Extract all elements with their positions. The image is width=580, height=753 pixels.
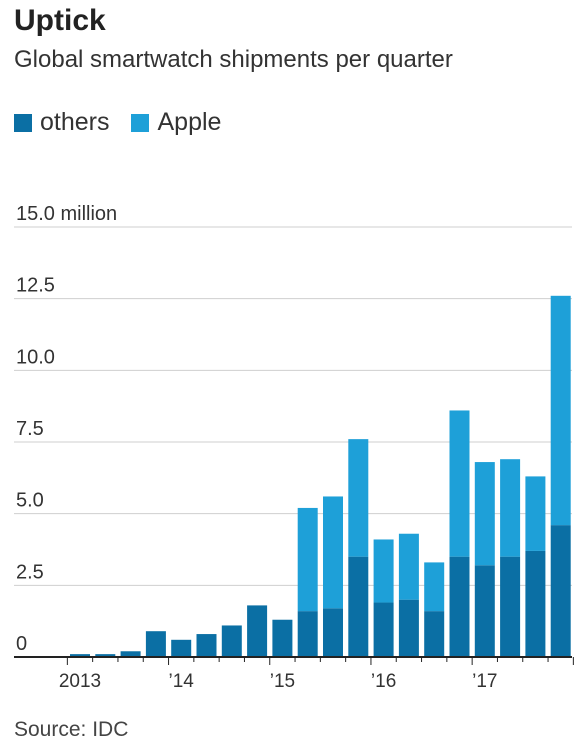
x-tick-label: ’16 xyxy=(371,671,396,692)
bar-others xyxy=(95,654,116,657)
legend-label-others: others xyxy=(40,108,110,136)
bar-others xyxy=(424,611,445,657)
x-tick-label: ’15 xyxy=(270,671,295,692)
bar-others xyxy=(373,602,394,657)
bar-apple xyxy=(424,562,445,612)
legend-item-others: others xyxy=(14,108,109,137)
chart-title: Uptick xyxy=(14,4,106,37)
legend: others Apple xyxy=(14,108,243,137)
y-tick-label: 0 xyxy=(16,633,27,655)
legend-label-apple: Apple xyxy=(157,108,222,136)
bar-others xyxy=(297,611,318,657)
bar-others xyxy=(272,619,293,657)
bar-others xyxy=(145,631,166,657)
bar-apple xyxy=(449,410,470,557)
bar-apple xyxy=(348,439,369,557)
legend-item-apple: Apple xyxy=(131,108,221,137)
bar-apple xyxy=(550,295,571,526)
bar-apple xyxy=(525,476,546,551)
y-tick-label: 12.5 xyxy=(16,275,55,297)
bar-others xyxy=(323,608,343,657)
y-tick-label: 2.5 xyxy=(16,561,44,583)
bar-others xyxy=(550,525,571,657)
chart-subtitle: Global smartwatch shipments per quarter xyxy=(14,46,453,73)
y-tick-label: 5.0 xyxy=(16,490,44,512)
bar-others xyxy=(474,565,495,657)
bar-others xyxy=(525,550,546,657)
y-tick-label: 10.0 xyxy=(16,346,55,368)
bar-others xyxy=(196,634,217,657)
x-tick-label: 2013 xyxy=(59,671,101,692)
x-tick-label: ’17 xyxy=(472,671,497,692)
bar-others xyxy=(171,639,192,657)
bar-others xyxy=(348,556,369,657)
source-note: Source: IDC xyxy=(14,718,129,741)
bar-apple xyxy=(373,539,394,603)
bar-apple xyxy=(474,462,495,566)
bar-others xyxy=(398,599,419,657)
y-tick-label: 15.0 million xyxy=(16,203,117,225)
bar-apple xyxy=(297,507,318,612)
bar-others xyxy=(247,605,268,657)
bar-others xyxy=(500,556,521,657)
bar-others xyxy=(70,654,90,657)
bar-apple xyxy=(398,533,419,600)
x-tick-label: ’14 xyxy=(169,671,195,692)
legend-swatch-others xyxy=(14,113,32,132)
bar-others xyxy=(449,556,470,657)
bar-others xyxy=(221,625,242,657)
bar-apple xyxy=(500,459,521,557)
y-tick-label: 7.5 xyxy=(16,418,44,440)
bar-apple xyxy=(323,496,343,609)
legend-swatch-apple xyxy=(131,113,150,132)
bar-others xyxy=(120,651,141,657)
